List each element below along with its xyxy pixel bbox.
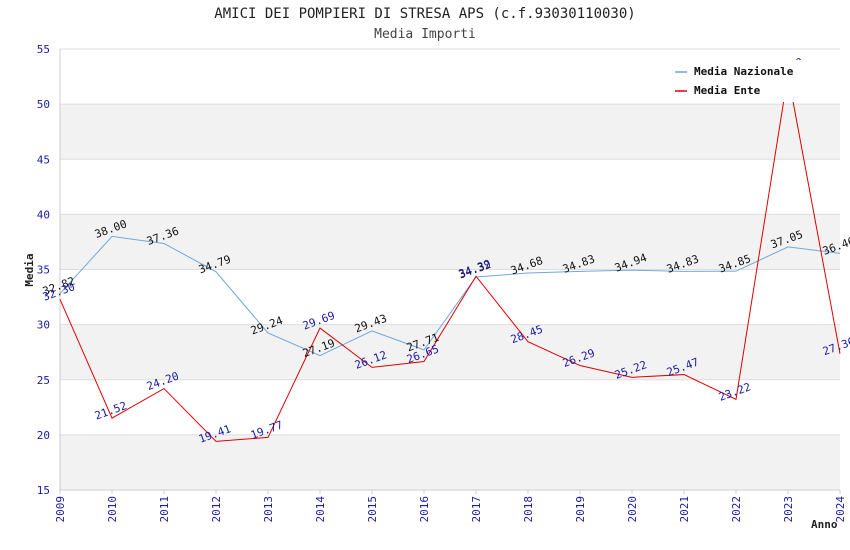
x-tick-label: 2010	[106, 496, 119, 523]
x-tick-label: 2016	[418, 496, 431, 523]
legend-box	[670, 60, 810, 102]
chart-title: AMICI DEI POMPIERI DI STRESA APS (c.f.93…	[214, 6, 636, 22]
x-tick-label: 2023	[782, 496, 795, 523]
plot-band	[60, 159, 840, 215]
x-tick-label: 2018	[522, 496, 535, 523]
y-tick-label: 50	[37, 98, 50, 111]
x-tick-label: 2013	[262, 496, 275, 523]
legend: Media Nazionale Media Ente	[670, 60, 810, 102]
x-tick-label: 2022	[730, 496, 743, 523]
y-tick-label: 45	[37, 153, 50, 166]
x-tick-label: 2021	[678, 496, 691, 523]
y-tick-label: 35	[37, 264, 50, 277]
plot-band	[60, 434, 840, 490]
x-tick-label: 2020	[626, 496, 639, 523]
y-tick-label: 20	[37, 429, 50, 442]
x-tick-label: 2014	[314, 496, 327, 523]
legend-label-media-ente: Media Ente	[694, 84, 761, 97]
y-axis-label: Media	[23, 253, 36, 286]
y-tick-label: 15	[37, 484, 50, 497]
x-tick-label: 2009	[54, 496, 67, 523]
legend-label-media-nazionale: Media Nazionale	[694, 65, 794, 78]
series-lines	[59, 74, 841, 442]
x-axis-ticks: 2009 2010 2011 2012 2013 2014 2015 2016 2017 2018…	[54, 490, 847, 523]
y-axis-ticks: 15 20 25 30 35 40 45 50 55	[37, 43, 50, 497]
y-tick-label: 30	[37, 319, 50, 332]
y-tick-label: 40	[37, 208, 50, 221]
plot-band	[60, 379, 840, 435]
y-tick-label: 55	[37, 43, 50, 56]
x-axis-label: Anno	[811, 518, 838, 531]
x-tick-label: 2024	[834, 496, 847, 523]
series-line-media-nazionale	[59, 235, 841, 357]
plot-band	[60, 104, 840, 160]
plot-background	[60, 49, 840, 490]
x-tick-label: 2017	[470, 496, 483, 523]
chart-subtitle: Media Importi	[374, 27, 476, 42]
plot-band	[60, 324, 840, 380]
x-tick-label: 2011	[158, 496, 171, 523]
plot-band	[60, 214, 840, 270]
x-tick-label: 2012	[210, 496, 223, 523]
gridlines	[60, 48, 840, 491]
y-tick-label: 25	[37, 374, 50, 387]
series-line-media-ente	[59, 74, 841, 442]
axes	[59, 49, 840, 491]
x-tick-label: 2015	[366, 496, 379, 523]
plot-band	[60, 269, 840, 325]
x-tick-label: 2019	[574, 496, 587, 523]
